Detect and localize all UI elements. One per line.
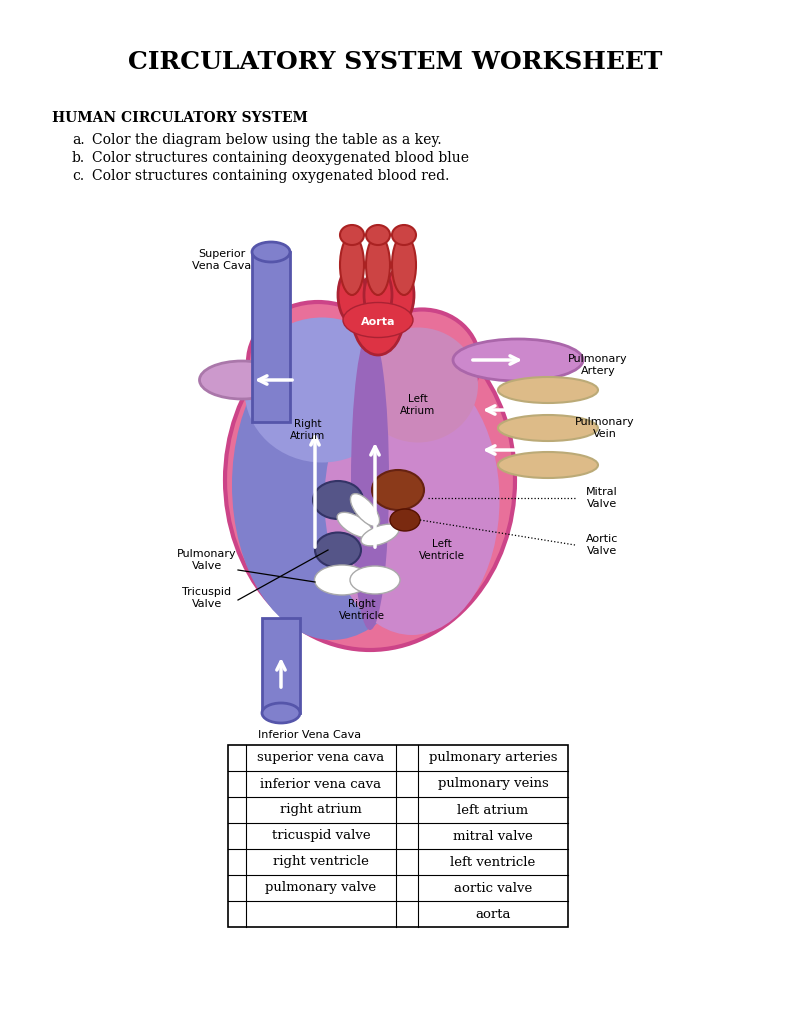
Text: pulmonary valve: pulmonary valve [266,882,377,895]
Ellipse shape [313,481,363,519]
Ellipse shape [498,452,598,478]
Text: c.: c. [72,169,84,183]
Text: mitral valve: mitral valve [453,829,533,843]
Ellipse shape [324,365,499,635]
Ellipse shape [262,703,300,723]
Ellipse shape [498,377,598,403]
Text: Pulmonary
Valve: Pulmonary Valve [177,549,237,571]
Ellipse shape [338,267,366,323]
Text: Color the diagram below using the table as a key.: Color the diagram below using the table … [92,133,441,147]
Text: Pulmonary
Artery: Pulmonary Artery [568,354,628,376]
Text: Inferior Vena Cava: Inferior Vena Cava [259,730,361,740]
Ellipse shape [453,339,583,381]
Ellipse shape [199,361,285,399]
Text: Left
Atrium: Left Atrium [400,394,436,416]
Ellipse shape [343,302,413,338]
Ellipse shape [337,512,373,538]
Ellipse shape [392,225,416,245]
Ellipse shape [358,328,478,442]
Ellipse shape [392,234,416,295]
Text: right atrium: right atrium [280,804,361,816]
Text: Aorta: Aorta [361,317,396,327]
Text: aorta: aorta [475,907,511,921]
Text: b.: b. [72,151,85,165]
Ellipse shape [315,532,361,567]
Text: left ventricle: left ventricle [450,855,536,868]
Text: pulmonary arteries: pulmonary arteries [429,752,557,765]
Ellipse shape [252,242,290,262]
Text: Left
Ventricle: Left Ventricle [419,539,465,561]
Ellipse shape [352,275,404,355]
Text: a.: a. [72,133,85,147]
Text: inferior vena cava: inferior vena cava [260,777,381,791]
Ellipse shape [351,330,389,630]
Text: right ventricle: right ventricle [273,855,369,868]
Ellipse shape [315,565,369,595]
Text: Color structures containing oxygenated blood red.: Color structures containing oxygenated b… [92,169,449,183]
Ellipse shape [366,234,390,295]
Bar [228,745,568,927]
Ellipse shape [340,225,364,245]
Text: Superior
Vena Cava: Superior Vena Cava [192,249,252,271]
Text: CIRCULATORY SYSTEM WORKSHEET: CIRCULATORY SYSTEM WORKSHEET [128,50,662,74]
Text: left atrium: left atrium [457,804,528,816]
Ellipse shape [372,470,424,510]
Ellipse shape [350,566,400,594]
Text: superior vena cava: superior vena cava [257,752,384,765]
Ellipse shape [365,309,479,415]
Ellipse shape [366,225,390,245]
Ellipse shape [225,310,515,650]
Ellipse shape [364,267,392,323]
Text: Tricuspid
Valve: Tricuspid Valve [183,587,232,609]
Text: Aortic
Valve: Aortic Valve [586,534,619,556]
Ellipse shape [232,330,432,640]
Ellipse shape [248,302,388,422]
Ellipse shape [386,267,414,323]
Text: Right
Atrium: Right Atrium [290,419,326,441]
Text: pulmonary veins: pulmonary veins [437,777,548,791]
Text: Color structures containing deoxygenated blood blue: Color structures containing deoxygenated… [92,151,469,165]
Ellipse shape [244,317,399,463]
Ellipse shape [350,494,380,526]
Text: Pulmonary
Vein: Pulmonary Vein [575,417,635,439]
Text: aortic valve: aortic valve [454,882,532,895]
Ellipse shape [361,524,399,546]
Text: HUMAN CIRCULATORY SYSTEM: HUMAN CIRCULATORY SYSTEM [52,111,308,125]
Ellipse shape [340,234,364,295]
Text: Mitral
Valve: Mitral Valve [586,486,618,509]
Text: tricuspid valve: tricuspid valve [271,829,370,843]
Ellipse shape [390,509,420,531]
Ellipse shape [498,415,598,441]
Text: Right
Ventricle: Right Ventricle [339,599,385,622]
Bar [262,618,300,713]
Bar [252,252,290,422]
